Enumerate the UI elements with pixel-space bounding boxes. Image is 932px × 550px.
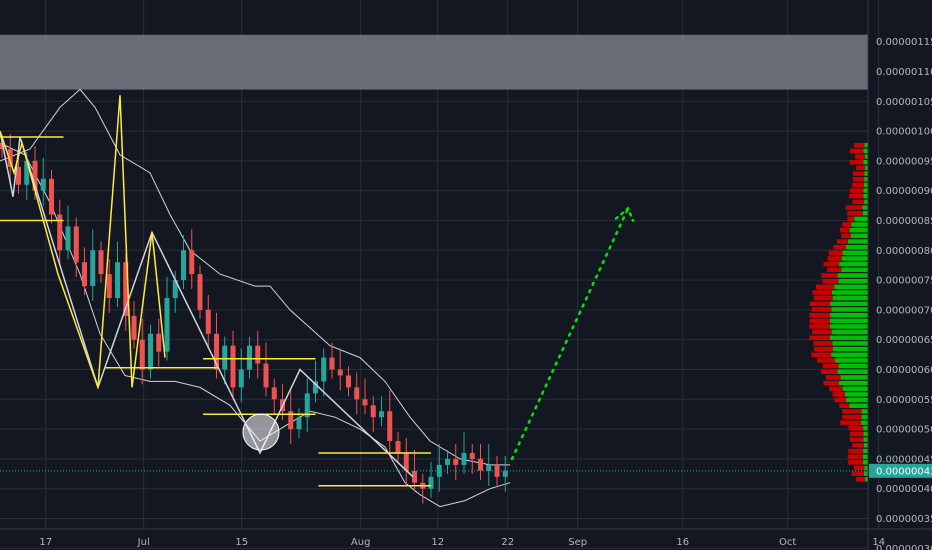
volume-bar (853, 177, 868, 182)
volume-bar (811, 353, 868, 358)
volume-bar (855, 154, 868, 159)
y-tick-label: 0.00000110 (876, 67, 932, 78)
y-tick-label: 0.00000050 (876, 425, 932, 436)
y-tick-label: 0.00000080 (876, 246, 932, 257)
volume-bar (846, 205, 868, 210)
y-tick-label: 0.00000070 (876, 305, 932, 316)
volume-bar (839, 403, 868, 408)
volume-bar (837, 239, 868, 244)
volume-bar (840, 228, 868, 233)
volume-bar (850, 432, 868, 437)
y-tick-label: 0.00000065 (876, 335, 932, 346)
y-tick-label: 0.00000085 (876, 216, 932, 227)
x-tick-label: Jul (137, 537, 150, 548)
volume-bar (848, 460, 868, 465)
volume-bar (852, 183, 868, 188)
volume-bar (856, 166, 868, 171)
x-tick-label: 16 (676, 537, 689, 548)
x-tick-label: 14 (872, 537, 885, 548)
volume-bar (809, 313, 868, 318)
volume-bar (833, 392, 868, 397)
volume-bar (809, 324, 868, 329)
highlight-circle (243, 414, 279, 450)
x-tick-label: 15 (235, 537, 248, 548)
volume-bar (847, 217, 868, 222)
volume-bar (840, 420, 868, 425)
volume-bar (821, 273, 868, 278)
volume-bar (842, 409, 868, 414)
volume-bar (848, 426, 868, 431)
volume-bar (812, 307, 868, 312)
y-tick-label: 0.00000060 (876, 365, 932, 376)
volume-bar (850, 149, 868, 154)
resistance-zone-rect (0, 35, 868, 90)
volume-bar (848, 449, 868, 454)
volume-bar (826, 375, 868, 380)
volume-bar (854, 466, 868, 471)
volume-bar (854, 143, 868, 148)
y-tick-label: 0.00000100 (876, 127, 932, 138)
volume-bar (850, 188, 868, 193)
volume-bar (852, 443, 868, 448)
x-tick-label: Aug (351, 537, 371, 548)
x-tick-label: 22 (501, 537, 514, 548)
volume-bar (823, 364, 868, 369)
x-tick-label: Oct (779, 537, 796, 548)
y-tick-label: 0.00000055 (876, 395, 932, 406)
volume-bar (847, 211, 868, 216)
volume-bar (814, 296, 868, 301)
volume-bar (829, 386, 868, 391)
y-tick-label: 0.00000105 (876, 97, 932, 108)
volume-bar (810, 302, 868, 307)
volume-bar (849, 194, 868, 199)
volume-bar (842, 222, 868, 227)
y-tick-label: 0.00000075 (876, 276, 932, 287)
volume-bar (812, 330, 868, 335)
volume-bar (823, 381, 868, 386)
volume-bar (853, 171, 868, 176)
volume-bar (813, 341, 868, 346)
volume-bar (848, 454, 868, 459)
volume-bar (852, 471, 868, 476)
y-tick-label: 0.00000115 (876, 37, 932, 48)
volume-bar (850, 160, 868, 165)
volume-bar (810, 319, 868, 324)
last-price-label: 0.00000043 (876, 466, 932, 477)
volume-bar (817, 358, 868, 363)
y-tick-label: 0.00000095 (876, 156, 932, 167)
volume-bar (827, 268, 868, 273)
volume-bar (816, 285, 868, 290)
x-tick-label: Sep (568, 537, 587, 548)
volume-bar (834, 245, 868, 250)
volume-bar (829, 251, 868, 256)
x-tick-label: 17 (39, 537, 52, 548)
volume-bar (850, 437, 868, 442)
volume-bar (823, 279, 868, 284)
volume-bar (828, 256, 868, 261)
volume-bar (841, 234, 868, 239)
x-tick-label: 12 (431, 537, 444, 548)
volume-bar (853, 200, 868, 205)
y-tick-label: 0.00000045 (876, 454, 932, 465)
y-tick-label: 0.00000035 (876, 514, 932, 525)
volume-bar (856, 477, 868, 482)
volume-bar (823, 262, 868, 267)
volume-bar (809, 336, 868, 341)
resistance-zone (0, 35, 868, 90)
volume-bar (821, 370, 868, 375)
volume-bar (814, 347, 868, 352)
volume-bar (813, 290, 868, 295)
volume-bar (842, 415, 868, 420)
y-tick-label: 0.00000040 (876, 484, 932, 495)
volume-bar (834, 398, 868, 403)
y-tick-label: 0.00000090 (876, 186, 932, 197)
